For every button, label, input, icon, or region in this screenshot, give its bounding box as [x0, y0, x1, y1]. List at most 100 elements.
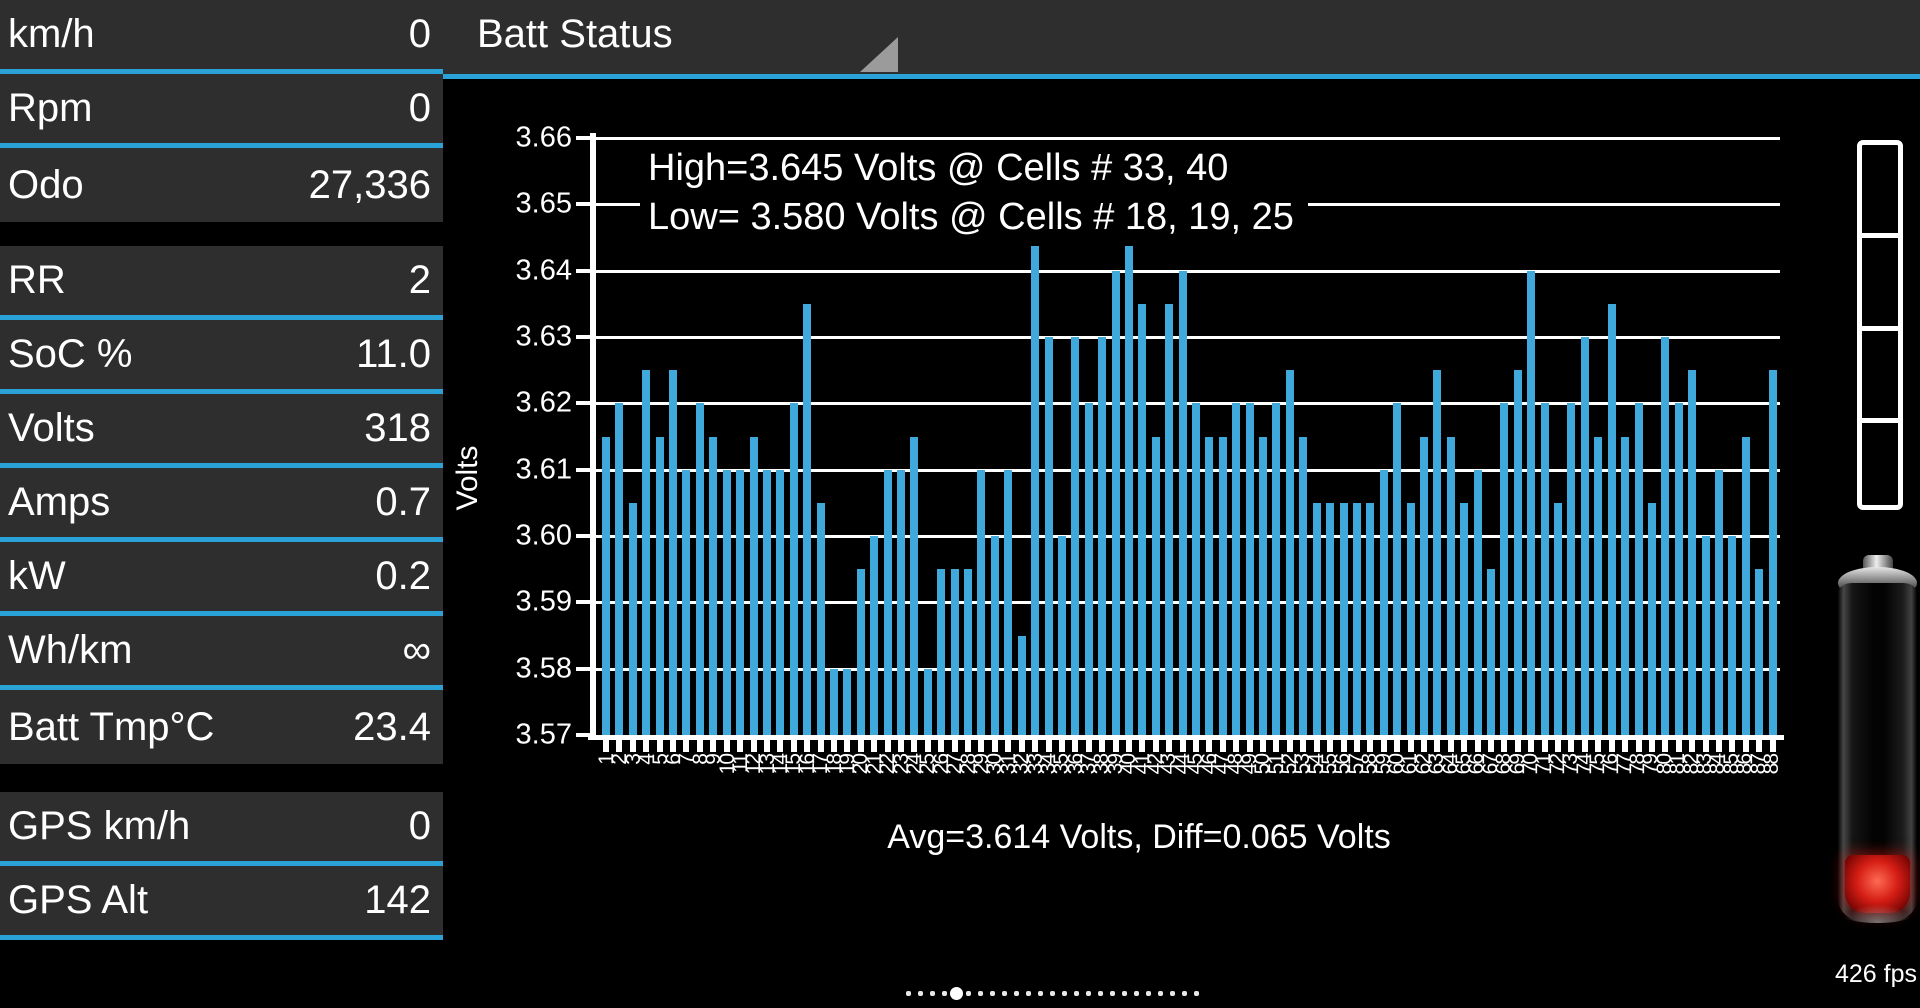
- tile-soc[interactable]: SoC % 11.0: [0, 320, 443, 394]
- page-dot[interactable]: [1134, 990, 1139, 996]
- page-dot[interactable]: [990, 990, 995, 996]
- page-dot[interactable]: [1146, 990, 1151, 996]
- cell-voltage-bar: [1192, 403, 1200, 735]
- page-dot[interactable]: [1122, 990, 1127, 996]
- x-tick-mark: [643, 740, 650, 752]
- cell-voltage-bar: [910, 436, 919, 735]
- page-dot[interactable]: [1014, 990, 1019, 996]
- dropdown-triangle-icon[interactable]: [860, 37, 898, 72]
- page-dot[interactable]: [1098, 990, 1103, 996]
- tile-value: 0: [408, 804, 431, 848]
- battery-charge-level: [1845, 855, 1910, 913]
- cell-voltage-bar: [1084, 403, 1093, 735]
- x-tick-mark: [844, 740, 851, 752]
- tile-gps-speed[interactable]: GPS km/h 0: [0, 792, 443, 866]
- y-tick-mark: [576, 600, 591, 605]
- page-dot[interactable]: [1074, 990, 1079, 996]
- fps-counter: 426 fps: [1834, 960, 1917, 988]
- cell-voltage-bar: [615, 403, 624, 735]
- page-dot[interactable]: [1194, 990, 1199, 996]
- cell-voltage-bar: [950, 569, 959, 735]
- tile-volts[interactable]: Volts 318: [0, 394, 443, 468]
- x-tick-mark: [1434, 740, 1441, 752]
- page-dot-active[interactable]: [950, 986, 963, 1000]
- x-tick-mark: [723, 740, 730, 752]
- cell-voltage-bar: [1312, 502, 1321, 735]
- page-dot[interactable]: [906, 990, 911, 996]
- cell-voltage-bar: [1017, 635, 1026, 735]
- page-dot[interactable]: [918, 990, 923, 996]
- tile-speed[interactable]: km/h 0: [0, 0, 443, 74]
- page-dot[interactable]: [1038, 990, 1043, 996]
- page-dot[interactable]: [1002, 990, 1007, 996]
- page-indicator[interactable]: [906, 983, 1206, 1003]
- x-tick-mark: [1715, 740, 1722, 752]
- x-tick-mark: [1622, 740, 1629, 752]
- page-dot[interactable]: [966, 990, 971, 996]
- tile-kw[interactable]: kW 0.2: [0, 542, 443, 616]
- tile-odometer[interactable]: Odo 27,336: [0, 148, 443, 222]
- cell-voltage-bar: [1004, 469, 1013, 735]
- gauge-divider: [1862, 233, 1898, 238]
- avg-diff-annotation: Avg=3.614 Volts, Diff=0.065 Volts: [887, 818, 1391, 856]
- tile-label: GPS km/h: [8, 804, 191, 848]
- page-dot[interactable]: [942, 990, 947, 996]
- x-tick-mark: [1595, 740, 1602, 752]
- y-tick-mark: [576, 467, 591, 472]
- page-dot[interactable]: [1086, 990, 1091, 996]
- x-tick-label: 88: [1759, 755, 1783, 775]
- page-dot[interactable]: [978, 990, 983, 996]
- tile-gps-alt[interactable]: GPS Alt 142: [0, 866, 443, 940]
- x-tick-mark: [1032, 740, 1039, 752]
- page-dot[interactable]: [930, 990, 935, 996]
- tile-label: Odo: [8, 162, 84, 207]
- page-dot[interactable]: [1158, 990, 1163, 996]
- battery-body: [1838, 583, 1917, 923]
- x-tick-mark: [696, 740, 703, 752]
- gauge-divider: [1862, 418, 1898, 423]
- cell-voltage-bar: [1500, 403, 1509, 735]
- y-tick-mark: [576, 202, 591, 207]
- tile-whkm[interactable]: Wh/km ∞: [0, 616, 443, 690]
- x-tick-mark: [1555, 740, 1562, 752]
- cell-voltage-bar: [816, 502, 825, 735]
- x-tick-mark: [1166, 740, 1173, 752]
- x-tick-mark: [603, 740, 609, 752]
- x-tick-mark: [1286, 740, 1293, 752]
- page-dot[interactable]: [1050, 990, 1055, 996]
- cell-voltage-bar: [977, 469, 986, 735]
- page-dot[interactable]: [1182, 990, 1187, 996]
- x-tick-mark: [1528, 740, 1535, 752]
- x-tick-mark: [1568, 740, 1575, 752]
- cell-voltage-bar: [923, 668, 932, 735]
- cell-voltage-bar: [1339, 502, 1348, 735]
- cell-voltage-bar: [1352, 502, 1361, 735]
- x-tick-mark: [898, 740, 904, 752]
- page-dot[interactable]: [1026, 990, 1031, 996]
- cell-voltage-bar: [1393, 403, 1402, 735]
- cell-voltage-bar: [1178, 270, 1187, 735]
- tile-amps[interactable]: Amps 0.7: [0, 468, 443, 542]
- cell-voltage-bar: [1071, 337, 1080, 735]
- high-annotation: High=3.645 Volts @ Cells # 33, 40: [648, 147, 1229, 189]
- cell-voltage-bar: [1326, 502, 1335, 735]
- page-dot[interactable]: [1170, 990, 1175, 996]
- page-dot[interactable]: [1062, 990, 1067, 996]
- cell-voltage-bar: [1728, 536, 1737, 735]
- cell-voltage-bar: [749, 436, 758, 735]
- x-tick-mark: [1769, 740, 1776, 752]
- cell-voltage-bar: [1419, 436, 1428, 735]
- cell-voltage-bar: [829, 668, 838, 735]
- y-tick-label: 3.62: [515, 386, 572, 419]
- x-tick-mark: [1635, 740, 1642, 752]
- page-dot[interactable]: [1110, 990, 1115, 996]
- tile-rr[interactable]: RR 2: [0, 246, 443, 320]
- tile-value: 11.0: [356, 332, 431, 376]
- page-title[interactable]: Batt Status: [477, 12, 673, 56]
- tile-rpm[interactable]: Rpm 0: [0, 74, 443, 148]
- tile-batt-temp[interactable]: Batt Tmp°C 23.4: [0, 690, 443, 764]
- x-tick-mark: [1756, 740, 1763, 752]
- tile-value: 0.7: [375, 480, 431, 524]
- x-tick-mark: [1353, 740, 1360, 752]
- cell-voltage-bar: [1647, 502, 1656, 735]
